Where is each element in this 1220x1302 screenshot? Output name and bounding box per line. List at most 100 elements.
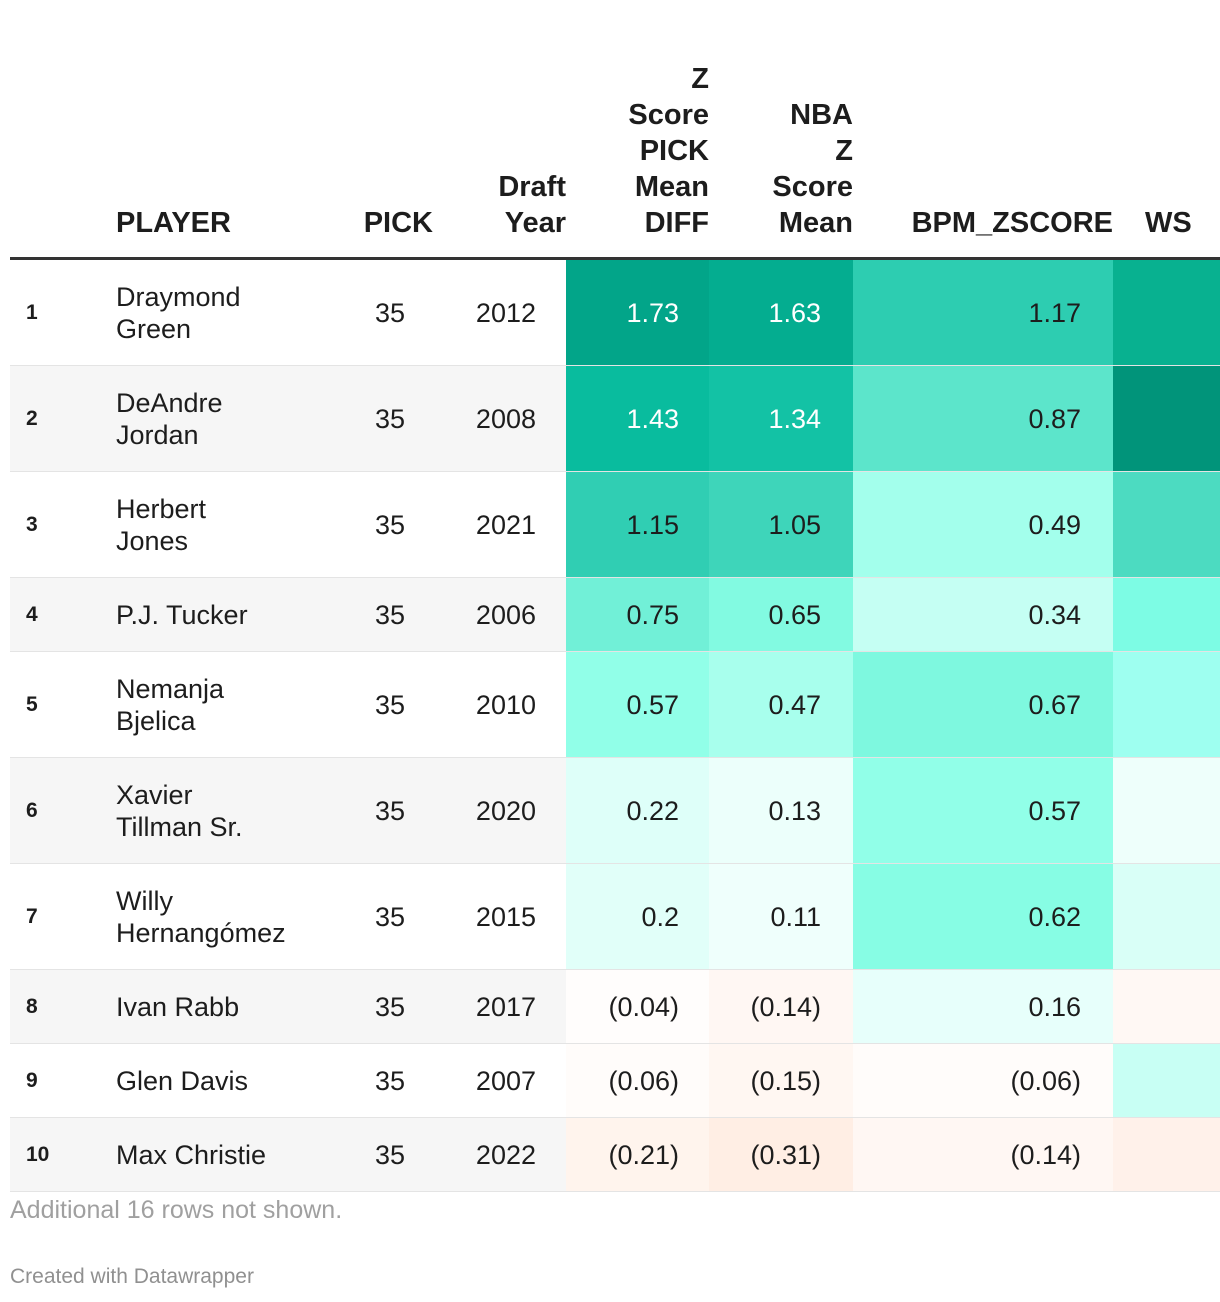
ws-cell bbox=[1113, 365, 1220, 472]
column-header-label: Z Score PICK Mean DIFF bbox=[628, 63, 709, 239]
draft-year-cell: 2020 bbox=[475, 795, 536, 826]
nba-z-score-cell: (0.14) bbox=[709, 969, 853, 1044]
pick-cell: 35 bbox=[374, 599, 405, 630]
pick-cell: 35 bbox=[374, 689, 405, 720]
rank-cell: 5 bbox=[26, 692, 38, 716]
column-header-label: Draft Year bbox=[498, 171, 566, 239]
table-row: 7 Willy Hernangómez 35 2015 0.2 0.11 0.62 bbox=[10, 863, 1220, 970]
draft-year-cell: 2012 bbox=[475, 297, 536, 328]
rank-cell: 3 bbox=[26, 512, 38, 536]
nba-z-score-cell: 0.47 bbox=[709, 651, 853, 758]
column-header-label: BPM_ZSCORE bbox=[911, 207, 1113, 239]
pick-cell: 35 bbox=[374, 1139, 405, 1170]
column-header-label: WS bbox=[1145, 207, 1192, 239]
pick-cell: 35 bbox=[374, 509, 405, 540]
bpm-zscore-cell: 1.17 bbox=[853, 258, 1113, 366]
draft-year-cell: 2008 bbox=[475, 403, 536, 434]
bpm-zscore-cell: (0.06) bbox=[853, 1043, 1113, 1118]
column-header-label: PICK bbox=[363, 207, 433, 239]
z-score-diff-cell: (0.21) bbox=[566, 1117, 709, 1192]
table-row: 5 Nemanja Bjelica 35 2010 0.57 0.47 0.67 bbox=[10, 651, 1220, 758]
draft-year-cell: 2021 bbox=[475, 509, 536, 540]
pick-cell: 35 bbox=[374, 403, 405, 434]
column-header-rank bbox=[10, 0, 88, 260]
player-cell: Herbert Jones bbox=[88, 472, 298, 578]
player-name-line: Hernangómez bbox=[116, 917, 286, 948]
player-name-line: Green bbox=[116, 313, 192, 344]
table-row: 10 Max Christie 35 2022 (0.21) (0.31) (0.14) bbox=[10, 1117, 1220, 1192]
player-name-line: Ivan Rabb bbox=[116, 991, 240, 1022]
nba-z-score-cell: 0.65 bbox=[709, 577, 853, 652]
rank-cell: 10 bbox=[26, 1142, 50, 1166]
ws-cell bbox=[1113, 651, 1220, 758]
z-score-diff-cell: 0.22 bbox=[566, 757, 709, 864]
player-cell: Nemanja Bjelica bbox=[88, 652, 298, 758]
player-cell: Draymond Green bbox=[88, 259, 298, 366]
draft-year-cell: 2006 bbox=[475, 599, 536, 630]
rank-cell: 9 bbox=[26, 1068, 38, 1092]
data-table: PLAYER PICK Draft Year Z Score PICK Mean DI… bbox=[10, 0, 1220, 1192]
player-name-line: Jones bbox=[116, 525, 189, 556]
bpm-zscore-cell: 0.57 bbox=[853, 757, 1113, 864]
table-row: 6 Xavier Tillman Sr. 35 2020 0.22 0.13 0.57 bbox=[10, 757, 1220, 864]
table-row: 4 P.J. Tucker 35 2006 0.75 0.65 0.34 bbox=[10, 577, 1220, 652]
player-name-line: Glen Davis bbox=[116, 1065, 249, 1096]
table-row: 1 Draymond Green 35 2012 1.73 1.63 1.17 bbox=[10, 258, 1220, 366]
ws-cell bbox=[1113, 969, 1220, 1044]
z-score-diff-cell: 1.15 bbox=[566, 471, 709, 578]
player-name-line: Bjelica bbox=[116, 705, 196, 736]
pick-cell: 35 bbox=[374, 1065, 405, 1096]
player-cell: Max Christie bbox=[88, 1118, 298, 1192]
pick-cell: 35 bbox=[374, 901, 405, 932]
z-score-diff-cell: 1.73 bbox=[566, 258, 709, 366]
nba-z-score-cell: 0.13 bbox=[709, 757, 853, 864]
player-cell: Willy Hernangómez bbox=[88, 864, 298, 970]
player-name-line: DeAndre bbox=[116, 387, 223, 418]
table-row: 9 Glen Davis 35 2007 (0.06) (0.15) (0.06) bbox=[10, 1043, 1220, 1118]
column-header-ws: WS bbox=[1113, 0, 1220, 260]
player-cell: DeAndre Jordan bbox=[88, 366, 298, 472]
rank-cell: 1 bbox=[26, 300, 38, 324]
ws-cell bbox=[1113, 1043, 1220, 1118]
column-header-z1: Z Score PICK Mean DIFF bbox=[566, 0, 709, 260]
rank-cell: 7 bbox=[26, 904, 38, 928]
column-header-player: PLAYER bbox=[88, 0, 298, 260]
header-row: PLAYER PICK Draft Year Z Score PICK Mean DI… bbox=[10, 0, 1220, 260]
bpm-zscore-cell: 0.49 bbox=[853, 471, 1113, 578]
bpm-zscore-cell: 0.34 bbox=[853, 577, 1113, 652]
rank-cell: 2 bbox=[26, 406, 38, 430]
nba-z-score-cell: 1.63 bbox=[709, 258, 853, 366]
table-row: 3 Herbert Jones 35 2021 1.15 1.05 0.49 bbox=[10, 471, 1220, 578]
draft-year-cell: 2017 bbox=[475, 991, 536, 1022]
z-score-diff-cell: 1.43 bbox=[566, 365, 709, 472]
player-name-line: Willy bbox=[116, 885, 173, 916]
bpm-zscore-cell: 0.16 bbox=[853, 969, 1113, 1044]
rank-cell: 4 bbox=[26, 602, 38, 626]
player-cell: Glen Davis bbox=[88, 1044, 298, 1118]
draft-year-cell: 2022 bbox=[475, 1139, 536, 1170]
nba-z-score-cell: (0.15) bbox=[709, 1043, 853, 1118]
nba-z-score-cell: (0.31) bbox=[709, 1117, 853, 1192]
column-header-year: Draft Year bbox=[433, 0, 566, 260]
player-name-line: Herbert bbox=[116, 493, 207, 524]
ws-cell bbox=[1113, 471, 1220, 578]
z-score-diff-cell: 0.2 bbox=[566, 863, 709, 970]
data-table-wrapper: PLAYER PICK Draft Year Z Score PICK Mean DI… bbox=[10, 0, 1220, 1192]
rank-cell: 6 bbox=[26, 798, 38, 822]
column-header-label: PLAYER bbox=[116, 207, 231, 239]
player-name-line: Jordan bbox=[116, 419, 199, 450]
bpm-zscore-cell: (0.14) bbox=[853, 1117, 1113, 1192]
bpm-zscore-cell: 0.62 bbox=[853, 863, 1113, 970]
draft-year-cell: 2010 bbox=[475, 689, 536, 720]
player-cell: Xavier Tillman Sr. bbox=[88, 758, 298, 864]
draft-year-cell: 2007 bbox=[475, 1065, 536, 1096]
nba-z-score-cell: 1.05 bbox=[709, 471, 853, 578]
player-name-line: Max Christie bbox=[116, 1139, 267, 1170]
column-header-z2: NBA Z Score Mean bbox=[709, 0, 853, 260]
credit-line[interactable]: Created with Datawrapper bbox=[10, 1265, 254, 1288]
ws-cell bbox=[1113, 757, 1220, 864]
table-notes: Additional 16 rows not shown. bbox=[10, 1196, 343, 1224]
player-name-line: P.J. Tucker bbox=[116, 599, 248, 630]
nba-z-score-cell: 0.11 bbox=[709, 863, 853, 970]
player-name-line: Draymond bbox=[116, 281, 241, 312]
